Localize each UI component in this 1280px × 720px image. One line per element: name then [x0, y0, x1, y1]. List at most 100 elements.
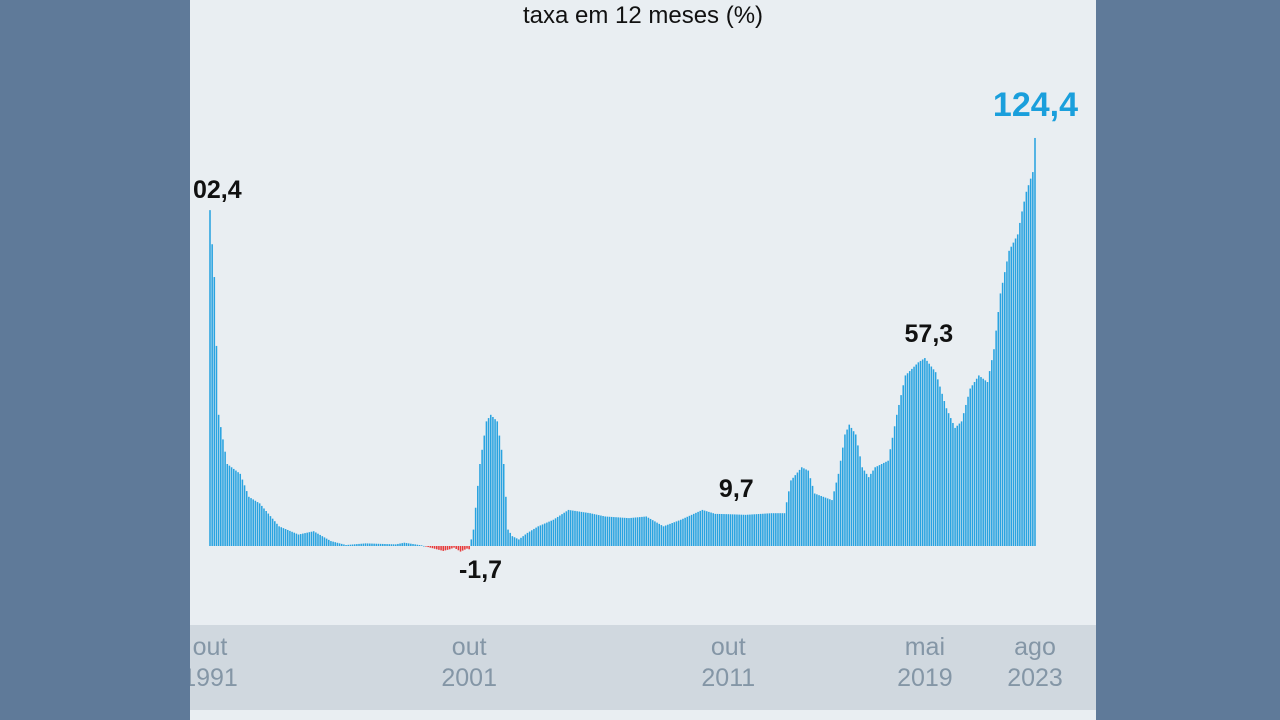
x-tick-month: ago: [1014, 633, 1056, 661]
bar: [416, 544, 419, 546]
bar: [852, 431, 855, 546]
bar: [470, 539, 473, 546]
bar: [269, 516, 272, 546]
bar: [489, 414, 492, 546]
bar: [308, 532, 311, 546]
bar: [593, 514, 596, 546]
bar: [394, 544, 397, 546]
bar: [772, 513, 775, 546]
bar: [362, 543, 365, 546]
bar: [898, 404, 900, 546]
bar: [1003, 272, 1006, 546]
bar: [556, 516, 559, 546]
bar: [729, 514, 732, 546]
bar: [861, 467, 863, 546]
bar: [896, 414, 898, 546]
bar: [358, 543, 360, 546]
bar: [312, 531, 315, 546]
bar: [423, 545, 425, 547]
bar: [448, 546, 451, 550]
bar: [258, 503, 261, 546]
bar: [956, 425, 959, 546]
bar: [224, 451, 226, 546]
bar: [766, 513, 768, 546]
bar: [930, 366, 933, 546]
bar: [228, 465, 231, 546]
bar: [507, 529, 509, 546]
bar: [243, 485, 246, 546]
bar: [744, 514, 747, 546]
bar: [919, 360, 922, 546]
bar: [347, 544, 349, 546]
bar: [867, 477, 870, 546]
bar: [725, 514, 727, 546]
bar: [757, 514, 760, 546]
bar: [908, 371, 911, 546]
bar: [783, 513, 786, 546]
bar: [695, 512, 697, 546]
bar: [591, 513, 594, 546]
bar: [800, 467, 803, 546]
bar: [403, 542, 406, 546]
bar: [513, 537, 516, 546]
bar: [984, 380, 987, 546]
bar: [723, 514, 725, 546]
bar: [310, 531, 313, 546]
annotation-peak: 57,3: [904, 320, 954, 349]
bar: [304, 533, 306, 546]
bar: [1023, 201, 1025, 546]
bar: [569, 510, 572, 546]
bar: [433, 546, 436, 549]
bar: [412, 544, 414, 546]
bar: [755, 514, 758, 546]
bar: [608, 516, 611, 546]
bar: [444, 546, 447, 551]
annotation-first: 02,4: [193, 176, 242, 205]
bar: [975, 378, 978, 546]
bar: [658, 523, 660, 546]
bar: [563, 512, 565, 546]
bar: [472, 529, 475, 546]
bar: [485, 421, 488, 546]
bar: [708, 511, 710, 546]
x-tick-label: out 2001: [409, 632, 529, 694]
bar: [632, 517, 635, 546]
bar: [651, 520, 654, 546]
bar: [237, 472, 239, 546]
bar: [502, 464, 505, 546]
bar: [351, 544, 354, 546]
bar: [684, 517, 686, 546]
bar: [211, 244, 213, 547]
bar: [701, 509, 704, 546]
chart-panel: taxa em 12 meses (%) out 1991 out 2001 out 20…: [190, 0, 1096, 720]
bar: [418, 545, 421, 546]
bar: [345, 545, 347, 546]
bar: [803, 468, 805, 546]
bar: [524, 534, 527, 546]
bar: [630, 517, 632, 546]
bar: [222, 439, 224, 546]
bar: [241, 479, 244, 546]
bar: [967, 396, 969, 546]
bar: [900, 395, 902, 546]
bar: [1006, 261, 1008, 546]
bar: [924, 358, 926, 546]
bar: [356, 544, 358, 546]
bar: [582, 512, 585, 546]
bar: [692, 513, 695, 546]
bar: [980, 377, 982, 546]
bar: [602, 516, 604, 546]
bar: [705, 511, 708, 546]
bar: [291, 531, 293, 546]
bar: [425, 546, 427, 547]
bar: [880, 464, 883, 546]
bar: [505, 496, 507, 546]
bar: [552, 519, 555, 546]
bar: [332, 541, 334, 546]
bar: [878, 465, 881, 546]
bar: [829, 499, 831, 546]
bar: [647, 517, 650, 546]
bar: [315, 532, 317, 546]
bar: [498, 435, 501, 546]
bar: [533, 528, 535, 546]
